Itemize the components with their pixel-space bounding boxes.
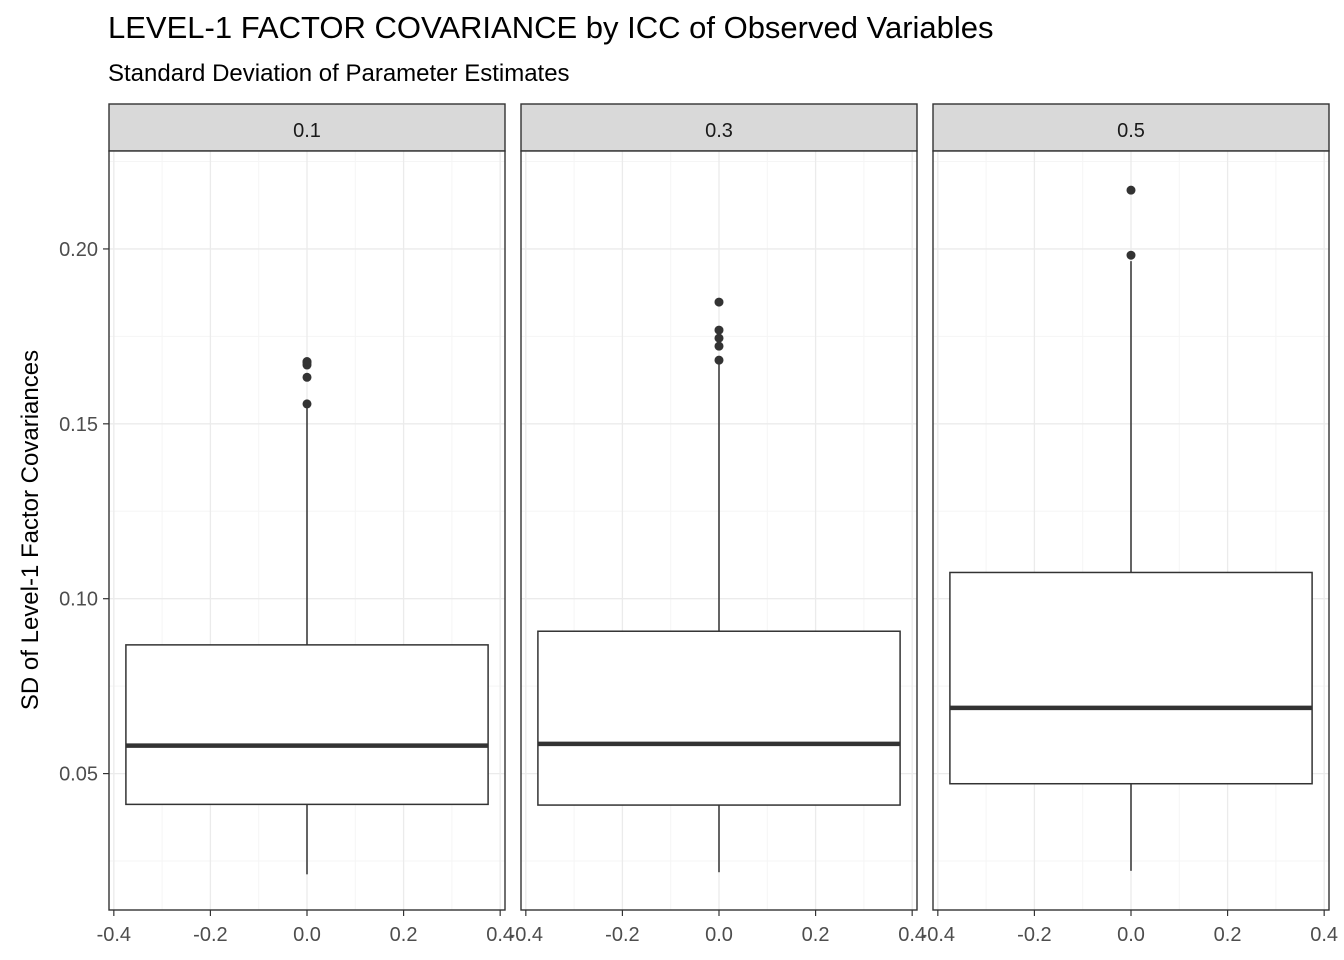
facet-panel: 0.1 -0.4 -0.2 0.0 0.2 0.4 [97, 103, 514, 946]
x-tick-label: -0.2 [605, 924, 639, 946]
x-tick-label: -0.2 [1017, 924, 1051, 946]
x-tick-label: 0.0 [293, 924, 321, 946]
facet-panel: 0.3 -0.4 -0.2 0.0 0.2 0.4 [509, 103, 926, 946]
facet-strip [520, 103, 918, 152]
x-tick-label: -0.4 [97, 924, 131, 946]
outlier-point [714, 333, 724, 343]
facet-strip [108, 103, 506, 152]
y-tick-label: 0.15 [59, 414, 98, 436]
y-tick-label: 0.05 [59, 764, 98, 786]
x-tick-label: 0.4 [898, 924, 926, 946]
x-tick-label: -0.4 [921, 924, 955, 946]
iqr-box [949, 571, 1313, 785]
chart-title: LEVEL-1 FACTOR COVARIANCE by ICC of Obse… [108, 10, 994, 45]
outlier-point [714, 325, 724, 335]
outlier-point [302, 372, 312, 382]
outlier-point [714, 341, 724, 351]
chart-subtitle: Standard Deviation of Parameter Estimate… [108, 60, 570, 87]
x-tick-label: 0.2 [802, 924, 830, 946]
x-tick-label: 0.2 [1214, 924, 1242, 946]
x-tick-label: 0.2 [390, 924, 418, 946]
iqr-box [125, 644, 489, 806]
x-tick-label: -0.2 [193, 924, 227, 946]
facet-panels: 0.1 -0.4 -0.2 0.0 0.2 0.4 0.3 -0.4 -0.2 0.0 0.2 0.4… [97, 103, 1338, 946]
outlier-point [1126, 250, 1136, 260]
outlier-point [302, 399, 312, 409]
x-tick-label: 0.4 [486, 924, 514, 946]
x-tick-label: 0.0 [705, 924, 733, 946]
facet-panel: 0.5 -0.4 -0.2 0.0 0.2 0.4 [921, 103, 1338, 946]
x-tick-label: -0.4 [509, 924, 543, 946]
facet-strip-label: 0.5 [1117, 120, 1145, 142]
outlier-point [714, 355, 724, 365]
y-axis-title: SD of Level-1 Factor Covariances [17, 350, 44, 710]
outlier-point [714, 297, 724, 307]
y-tick-label: 0.20 [59, 239, 98, 261]
outlier-point [1126, 185, 1136, 195]
x-tick-label: 0.0 [1117, 924, 1145, 946]
facet-strip [932, 103, 1330, 152]
y-axis: 0.05 0.10 0.15 0.20 [59, 239, 109, 786]
iqr-box [537, 630, 901, 806]
facet-strip-label: 0.3 [705, 120, 733, 142]
x-tick-label: 0.4 [1310, 924, 1338, 946]
y-tick-label: 0.10 [59, 589, 98, 611]
facet-strip-label: 0.1 [293, 120, 321, 142]
outlier-point [302, 357, 312, 367]
